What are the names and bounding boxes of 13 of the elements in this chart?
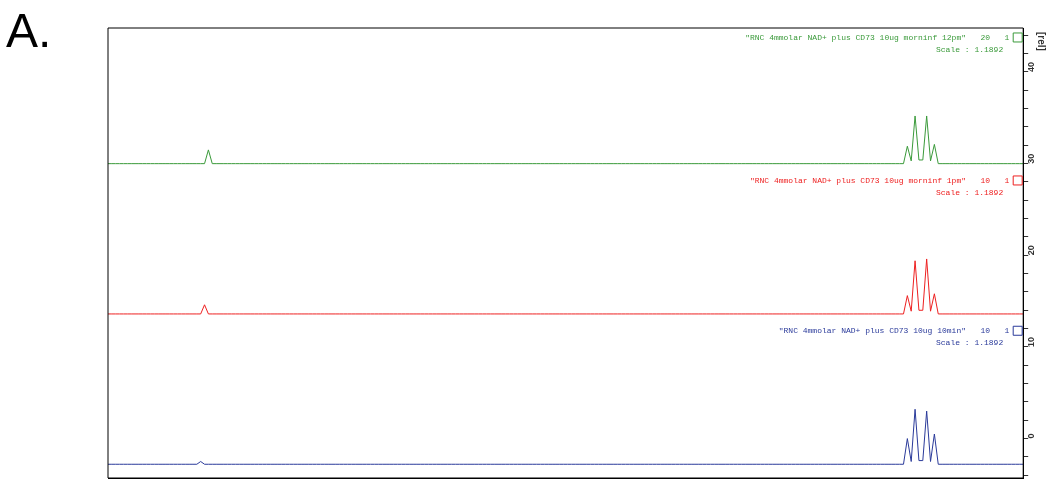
y-tick-label: 40	[1025, 61, 1036, 72]
legend-label: "RNC 4mmolar NAD+ plus CD73 10ug morninf 12pm" 20 1	[745, 33, 1010, 43]
y-axis-title: [rel]	[1036, 32, 1048, 51]
y-tick-label: 10	[1025, 336, 1036, 347]
y-tick-label: 30	[1025, 153, 1036, 164]
annotation: Scale : 1.1892	[935, 188, 1004, 198]
legend-label: "RNC 4mmolar NAD+ plus CD73 10ug 10min" 10 1	[778, 326, 1010, 336]
y-tick-label: 0	[1025, 433, 1036, 439]
legend-label: "RNC 4mmolar NAD+ plus CD73 10ug morninf 1pm" 10 1	[749, 176, 1010, 186]
y-tick-label: 20	[1025, 245, 1036, 256]
annotation: Scale : 1.1892	[935, 45, 1004, 55]
chart-title: A.	[6, 4, 52, 58]
annotation: Scale : 1.1892	[935, 338, 1004, 348]
